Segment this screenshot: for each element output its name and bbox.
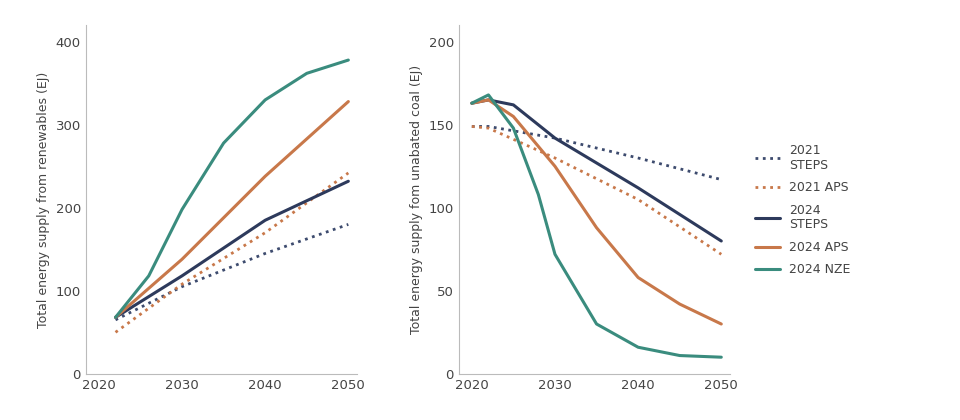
Y-axis label: Total energy supply fom unabated coal (EJ): Total energy supply fom unabated coal (E…: [410, 65, 422, 334]
Y-axis label: Total energy supply from renewables (EJ): Total energy supply from renewables (EJ): [37, 71, 50, 328]
Legend: 2021
STEPS, 2021 APS, 2024
STEPS, 2024 APS, 2024 NZE: 2021 STEPS, 2021 APS, 2024 STEPS, 2024 A…: [751, 139, 855, 281]
